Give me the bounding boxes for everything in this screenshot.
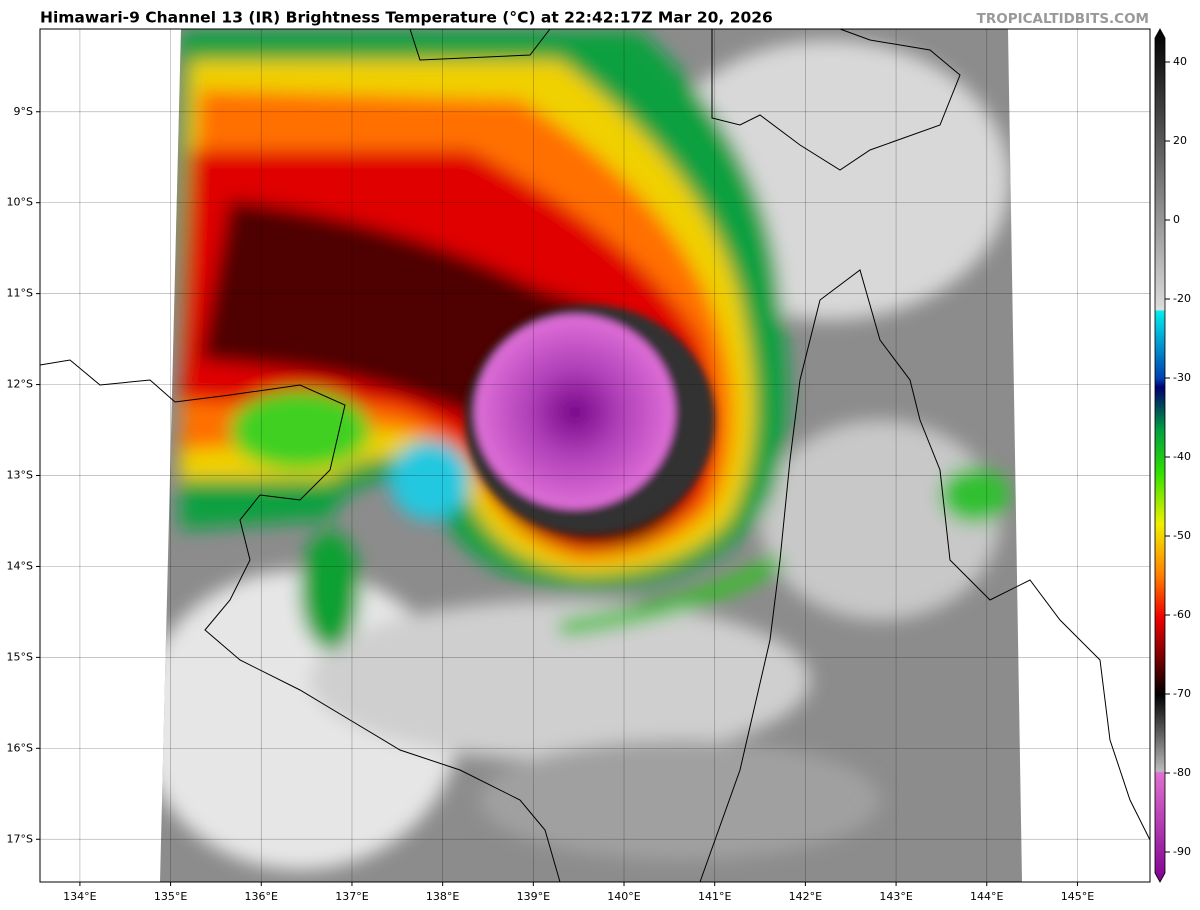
graticule: 134°E 135°E 136°E 137°E 138°E 139°E 140°E 141°E… (7, 29, 1150, 903)
lat-label: 12°S (7, 378, 33, 391)
lon-label: 143°E (879, 890, 912, 903)
satellite-imagery (39, 28, 1151, 883)
colorbar-label: -70 (1173, 687, 1191, 700)
lon-label: 139°E (517, 890, 550, 903)
colorbar-label: 20 (1173, 134, 1187, 147)
lon-label: 141°E (698, 890, 731, 903)
lat-label: 13°S (7, 469, 33, 482)
colorbar-label: 40 (1173, 55, 1187, 68)
cloud-region (465, 305, 715, 535)
lon-label: 140°E (607, 890, 640, 903)
lon-label: 135°E (154, 890, 187, 903)
lat-label: 10°S (7, 196, 33, 209)
lon-label: 134°E (63, 890, 96, 903)
lon-label: 136°E (245, 890, 278, 903)
colorbar-label: -30 (1173, 371, 1191, 384)
title: Himawari-9 Channel 13 (IR) Brightness Te… (40, 9, 773, 27)
lon-label: 142°E (789, 890, 822, 903)
coastline (699, 269, 1151, 883)
colorbar-label: -80 (1173, 766, 1191, 779)
colorbar: 40 20 0 -20 -30 -40 -50 -60 -70 -80 -90 (1154, 28, 1191, 883)
colorbar-label: -40 (1173, 450, 1191, 463)
lat-label: 11°S (7, 287, 33, 300)
credit: TROPICALTIDBITS.COM (977, 11, 1149, 27)
lat-label: 16°S (7, 741, 33, 754)
colorbar-label: 0 (1173, 213, 1180, 226)
colorbar-label: -90 (1173, 845, 1191, 858)
lon-label: 138°E (426, 890, 459, 903)
lon-label: 137°E (335, 890, 368, 903)
lat-label: 17°S (7, 832, 33, 845)
coastlines (39, 28, 1151, 883)
colorbar-label: -60 (1173, 608, 1191, 621)
colorbar-scale (1154, 28, 1166, 883)
colorbar-label: -50 (1173, 529, 1191, 542)
coastline (409, 28, 551, 61)
coastline (39, 359, 561, 883)
coastline (711, 28, 961, 171)
cloud-field (160, 29, 1022, 882)
lat-label: 9°S (14, 105, 33, 118)
lon-label: 145°E (1061, 890, 1094, 903)
colorbar-label: -20 (1173, 292, 1191, 305)
lat-label: 14°S (7, 559, 33, 572)
lon-label: 144°E (970, 890, 1003, 903)
lat-label: 15°S (7, 650, 33, 663)
map-frame (39, 28, 1151, 883)
